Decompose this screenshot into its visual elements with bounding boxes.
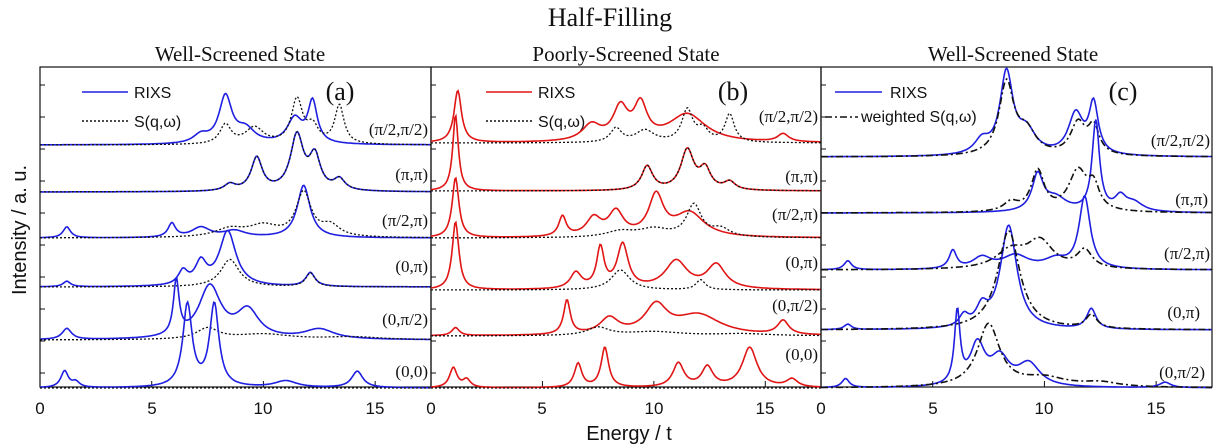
- series-rixs-0-5: [39, 299, 431, 389]
- curve-label-c-1: (π/2,π/2): [1151, 131, 1210, 150]
- series-rixs-1-2: [430, 176, 821, 239]
- series-s-2-4: [821, 322, 1212, 389]
- y-axis-label: Intensity / a. u.: [9, 165, 31, 295]
- curve-label-b-1: (π/2,π/2): [759, 107, 818, 126]
- curve-label-a-2: (π,π): [395, 165, 428, 184]
- panel-b: Poorly-Screened State (b) RIXS S(q,ω) (π…: [426, 42, 822, 418]
- panel-c-plot: [820, 67, 1212, 389]
- series-s-1-2: [431, 202, 821, 239]
- series-rixs-1-4: [430, 299, 821, 337]
- curve-label-c-2: (π,π): [1175, 190, 1208, 209]
- legend-s-b: S(q,ω): [538, 114, 585, 131]
- panel-a-label: (a): [326, 77, 355, 106]
- series-s-0-0: [40, 95, 431, 146]
- x-tick-label-c-10: 10: [1035, 399, 1054, 418]
- series-s-1-0: [431, 107, 821, 144]
- curve-label-b-4: (0,π): [785, 253, 818, 272]
- legend-s-c: weighted S(q,ω): [860, 109, 977, 126]
- series-rixs-2-3: [821, 224, 1212, 331]
- figure-title: Half-Filling: [548, 3, 672, 32]
- panel-a: Well-Screened State (a) RIXS S(q,ω) (π/2…: [35, 42, 432, 418]
- x-axis-label: Energy / t: [586, 423, 672, 445]
- curve-label-b-2: (π,π): [785, 167, 818, 186]
- x-tick-label-b-0: 0: [426, 399, 435, 418]
- legend-rixs-a: RIXS: [134, 85, 171, 102]
- panel-c: Well-Screened State (c) RIXS weighted S(…: [816, 42, 1213, 418]
- panel-c-frame: [820, 66, 1213, 388]
- x-tick-label-a-5: 5: [147, 399, 156, 418]
- panel-b-subtitle: Poorly-Screened State: [532, 42, 719, 66]
- panel-a-plot: [39, 84, 431, 389]
- panel-c-subtitle: Well-Screened State: [928, 42, 1098, 66]
- series-rixs-0-4: [40, 276, 431, 341]
- panel-a-subtitle: Well-Screened State: [155, 42, 325, 66]
- series-rixs-1-5: [430, 346, 821, 389]
- series-s-0-4: [40, 326, 431, 341]
- panel-b-plot: [430, 84, 821, 389]
- series-s-2-2: [821, 236, 1212, 271]
- x-tick-label-b-15: 15: [756, 399, 775, 418]
- series-rixs-1-3: [430, 220, 821, 291]
- curve-label-a-5: (0,π/2): [382, 310, 428, 329]
- x-tick-label-b-5: 5: [537, 399, 546, 418]
- x-tick-label-c-5: 5: [928, 399, 937, 418]
- series-s-0-3: [40, 258, 431, 288]
- series-s-2-0: [821, 77, 1212, 158]
- series-s-2-1: [821, 166, 1212, 214]
- curve-label-a-6: (0,0): [395, 362, 428, 381]
- curve-label-b-5: (0,π/2): [772, 296, 818, 315]
- series-rixs-0-1: [40, 130, 431, 193]
- panel-c-label: (c): [1109, 77, 1138, 106]
- curve-label-a-1: (π/2,π/2): [369, 120, 428, 139]
- series-s-1-4: [431, 326, 821, 337]
- legend-rixs-b: RIXS: [538, 85, 575, 102]
- x-tick-label-a-0: 0: [35, 399, 44, 418]
- series-s-1-3: [431, 269, 821, 291]
- curve-label-b-6: (0,0): [785, 345, 818, 364]
- curve-label-a-4: (0,π): [395, 257, 428, 276]
- series-s-0-1: [40, 130, 431, 193]
- x-tick-label-c-0: 0: [816, 399, 825, 418]
- curve-label-c-3: (π/2,π): [1164, 244, 1210, 263]
- x-tick-label-b-10: 10: [645, 399, 664, 418]
- series-s-0-2: [40, 189, 431, 239]
- curve-label-c-4: (0,π): [1167, 303, 1200, 322]
- series-rixs-0-2: [39, 184, 431, 239]
- panel-b-label: (b): [718, 77, 748, 106]
- series-s-2-3: [821, 229, 1212, 331]
- series-rixs-2-2: [821, 194, 1212, 271]
- curve-label-c-5: (0,π/2): [1159, 363, 1205, 382]
- x-tick-label-a-15: 15: [366, 399, 385, 418]
- curve-label-b-3: (π/2,π): [772, 205, 818, 224]
- x-tick-label-a-10: 10: [254, 399, 273, 418]
- series-rixs-1-1: [430, 113, 821, 192]
- series-s-1-1: [431, 146, 821, 192]
- legend-s-a: S(q,ω): [134, 114, 181, 131]
- series-rixs-2-4: [821, 307, 1212, 389]
- curve-label-a-3: (π/2,π): [382, 211, 428, 230]
- series-rixs-1-0: [430, 89, 821, 143]
- legend-rixs-c: RIXS: [890, 85, 927, 102]
- series-rixs-0-3: [40, 229, 431, 288]
- x-tick-label-c-15: 15: [1147, 399, 1166, 418]
